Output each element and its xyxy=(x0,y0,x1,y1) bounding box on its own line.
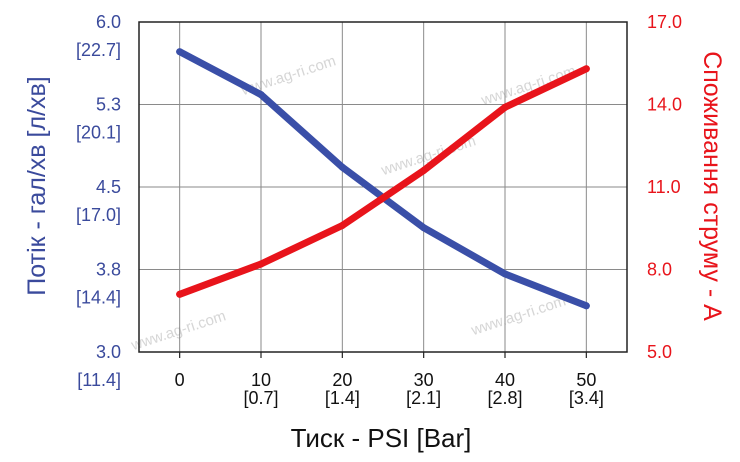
x-tick-sublabel: [0.7] xyxy=(243,388,278,408)
y-left-tick-sublabel: [14.4] xyxy=(76,288,121,308)
y-left-tick-sublabel: [11.4] xyxy=(77,370,121,390)
data-point-flow xyxy=(582,302,590,310)
plot-frame xyxy=(138,21,628,353)
x-tick-sublabel: [2.8] xyxy=(487,388,522,408)
data-point-current xyxy=(176,290,184,298)
x-tick-sublabel: [3.4] xyxy=(569,388,604,408)
y-left-axis-ticks: 6.0 [22.7] 5.3 [20.1] 4.5 [17.0] 3.8 [14.4] 3.0 [… xyxy=(76,12,121,390)
watermarks: www.ag-ri.com www.ag-ri.comwww.ag-ri.comw… xyxy=(128,52,578,354)
y-left-tick-sublabel: [22.7] xyxy=(76,40,121,60)
x-axis-label: Тиск - PSI [Bar] xyxy=(291,423,472,453)
x-tick-sublabel: [2.1] xyxy=(406,388,441,408)
series-line-current xyxy=(176,65,590,298)
y-right-tick-label: 8.0 xyxy=(647,260,672,280)
x-tick-sublabel: [1.4] xyxy=(325,388,360,408)
x-tick-label: 30 xyxy=(414,370,434,390)
y-left-tick-label: 5.3 xyxy=(96,95,121,115)
data-point-current xyxy=(338,222,346,229)
y-right-axis-ticks: 17.0 14.0 11.0 8.0 5.0 xyxy=(647,12,682,362)
x-tick-label: 20 xyxy=(332,370,352,390)
x-axis-ticks: 0 10[0.7] 20[1.4] 30[2.1] 40[2.8] 50[3.4] xyxy=(175,352,604,408)
data-point-current xyxy=(582,65,590,73)
y-right-tick-label: 5.0 xyxy=(647,342,672,362)
series-lines xyxy=(176,48,590,310)
data-point-flow xyxy=(501,270,509,278)
watermark-text: www.ag-ri.com xyxy=(468,292,568,339)
data-point-current xyxy=(257,260,265,268)
watermark-text: www.ag-ri.com xyxy=(478,62,578,109)
y-left-tick-label: 6.0 xyxy=(96,12,121,32)
y-left-tick-sublabel: [20.1] xyxy=(76,123,121,143)
data-point-flow xyxy=(176,48,184,56)
y-right-tick-label: 11.0 xyxy=(647,177,681,197)
y-left-tick-sublabel: [17.0] xyxy=(76,205,121,225)
y-left-tick-label: 4.5 xyxy=(96,177,121,197)
y-axis-left-label: Потік - гал/хв [л/хв] xyxy=(23,76,51,295)
watermark-text: www.ag-ri.com xyxy=(128,307,228,354)
x-tick-label: 50 xyxy=(576,370,596,390)
x-tick-label: 40 xyxy=(495,370,515,390)
data-point-flow xyxy=(420,224,428,232)
x-tick-label: 10 xyxy=(251,370,271,390)
data-point-current xyxy=(420,167,428,174)
y-left-tick-label: 3.8 xyxy=(96,260,121,280)
y-right-tick-label: 14.0 xyxy=(647,95,682,115)
data-point-current xyxy=(501,103,509,111)
x-tick-label: 0 xyxy=(175,370,185,390)
y-axis-right-label: Споживання струму - А xyxy=(698,51,726,321)
data-point-flow xyxy=(338,163,346,171)
y-left-tick-label: 3.0 xyxy=(96,342,121,362)
data-point-flow xyxy=(257,91,265,99)
y-right-tick-label: 17.0 xyxy=(647,12,682,32)
